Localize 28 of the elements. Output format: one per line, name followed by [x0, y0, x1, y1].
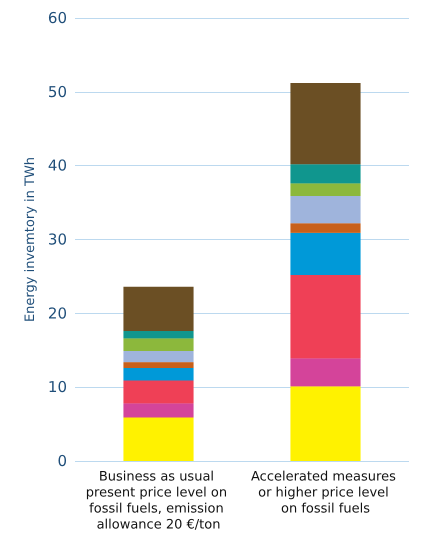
y-tick-label: 30	[48, 230, 67, 248]
bar	[290, 196, 361, 224]
bar	[290, 386, 361, 461]
bar	[290, 358, 361, 386]
y-tick-label: 20	[48, 304, 67, 322]
bar	[290, 82, 361, 164]
bar	[290, 232, 361, 275]
bar	[123, 368, 194, 381]
y-tick-label: 40	[48, 156, 67, 175]
x-tick-label: Accelerated measures or higher price level on fossil fuels	[251, 470, 400, 516]
y-axis-title: Energy invemtory in TWh	[23, 156, 38, 322]
bar	[123, 338, 194, 351]
y-tick-label: 50	[48, 82, 67, 101]
y-tick-label: 10	[48, 378, 67, 396]
bar	[290, 183, 361, 196]
bar	[123, 403, 194, 418]
bar	[290, 223, 361, 233]
bar	[123, 380, 194, 404]
y-tick-label: 0	[57, 452, 67, 470]
bar	[123, 362, 194, 368]
x-tick-label: Business as usual present price level on fossil fuels, emission allowance 20 €/ton	[86, 470, 232, 532]
bar	[123, 331, 194, 338]
bar	[123, 350, 194, 362]
bar	[290, 164, 361, 184]
bar	[290, 274, 361, 358]
bar	[123, 417, 194, 461]
y-tick-label: 60	[48, 9, 67, 27]
bar	[123, 286, 194, 332]
